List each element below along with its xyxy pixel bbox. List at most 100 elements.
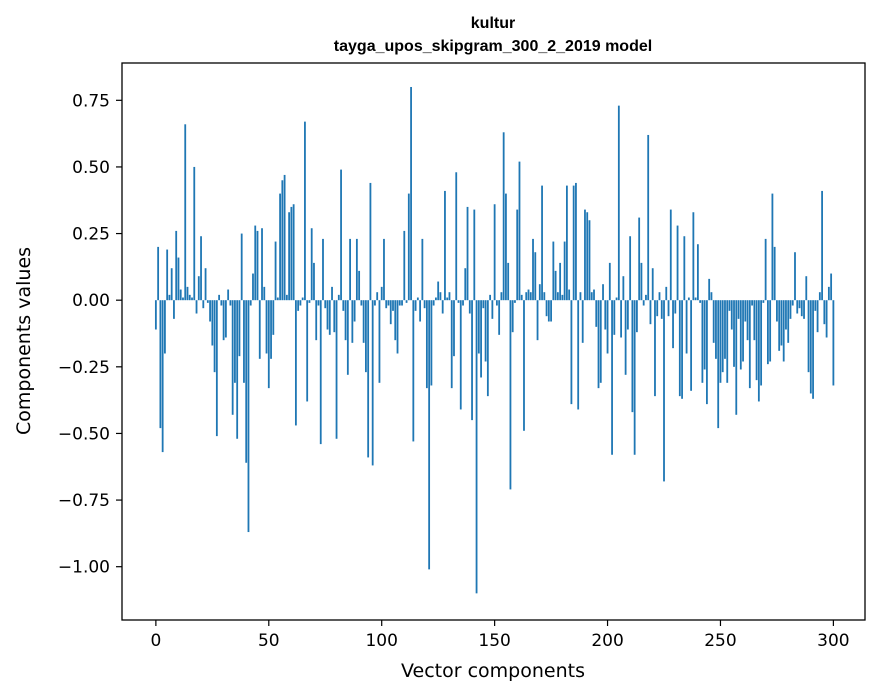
bar [394, 300, 397, 341]
bar [760, 300, 763, 386]
bar [220, 300, 223, 306]
x-tick-label: 300 [817, 631, 849, 651]
bar [654, 300, 656, 397]
bar [529, 292, 532, 301]
bar [748, 300, 751, 389]
bar [724, 300, 726, 359]
bar [681, 300, 683, 399]
bar [396, 300, 399, 354]
y-tick-label: −0.25 [58, 358, 110, 378]
bar [683, 236, 686, 301]
bar [787, 300, 790, 343]
bar [267, 300, 270, 389]
bar [243, 300, 245, 383]
bar [335, 300, 338, 439]
bar [532, 238, 534, 301]
bar [477, 300, 480, 354]
bar [229, 300, 232, 306]
bar [254, 225, 257, 301]
bar [581, 300, 584, 343]
bar [827, 286, 830, 301]
bar [159, 300, 162, 429]
bar [193, 166, 196, 301]
bar [466, 206, 469, 301]
bar [706, 300, 708, 405]
bar [265, 300, 268, 354]
bar [387, 300, 390, 306]
bar [247, 300, 250, 533]
bar [188, 294, 191, 301]
bar [514, 300, 516, 303]
bar [694, 297, 697, 301]
bar [818, 292, 821, 301]
bar [568, 289, 571, 301]
bar [493, 204, 496, 301]
y-tick-label: 0.50 [72, 158, 110, 178]
bar [809, 300, 812, 394]
bar [342, 300, 345, 311]
bar [252, 273, 254, 301]
bar [444, 190, 446, 301]
bar [518, 161, 521, 301]
bar [349, 238, 351, 301]
bar [337, 294, 340, 301]
bar [805, 276, 808, 301]
bar [213, 300, 216, 373]
x-tick-label: 100 [365, 631, 397, 651]
bar [572, 185, 575, 301]
bar [561, 294, 564, 301]
bar [663, 300, 665, 482]
bar [798, 300, 801, 309]
bar [830, 273, 833, 301]
bar [374, 300, 376, 306]
bar [746, 300, 749, 341]
bar [577, 300, 580, 410]
bar [633, 300, 636, 455]
bar [821, 190, 823, 301]
bar [367, 300, 370, 458]
bar [170, 268, 173, 301]
bar [785, 300, 787, 330]
bar [660, 300, 663, 319]
bar [511, 300, 514, 333]
bar [423, 300, 426, 309]
bar [340, 169, 342, 301]
bar [812, 300, 814, 399]
bar [699, 300, 702, 303]
bar [362, 300, 365, 343]
bar [776, 300, 778, 322]
bar [617, 105, 620, 301]
bar [290, 206, 293, 301]
bar [369, 182, 372, 301]
bar [403, 230, 406, 301]
bar [755, 300, 758, 381]
bar [742, 300, 744, 362]
bar [606, 300, 609, 354]
y-axis-label: Components values [13, 247, 35, 435]
bar [658, 292, 661, 301]
bar [516, 209, 519, 301]
bar [405, 300, 408, 303]
bar [301, 297, 304, 301]
bar [328, 300, 331, 335]
bar [439, 292, 442, 301]
bar [297, 300, 300, 311]
bar [708, 278, 711, 301]
bar [313, 262, 315, 301]
bar [441, 300, 444, 314]
bar [360, 300, 363, 306]
bar [292, 204, 295, 301]
bar [371, 300, 374, 466]
bar [602, 284, 604, 301]
bar [685, 300, 688, 354]
bar [536, 300, 539, 341]
bar [234, 300, 236, 383]
bar [559, 262, 562, 301]
bar [410, 86, 412, 301]
bar [398, 300, 401, 306]
bar [674, 300, 677, 314]
bar [294, 300, 297, 426]
bar [218, 294, 221, 301]
bar [331, 286, 333, 301]
bar [498, 300, 501, 335]
